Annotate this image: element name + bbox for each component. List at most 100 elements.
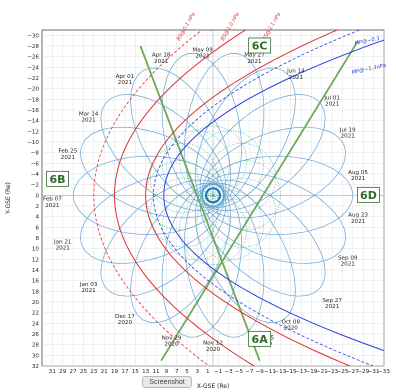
region-box <box>248 330 272 347</box>
y-tick-label: 6 <box>35 225 39 231</box>
date-annotation-line: 2021 <box>289 75 304 81</box>
y-tick-label: −8 <box>31 151 40 157</box>
region-label: 6D <box>360 189 377 202</box>
x-tick-label: −31 <box>368 369 380 375</box>
inner-orbit-path <box>149 177 218 248</box>
date-annotation-line: 2021 <box>154 59 169 65</box>
y-tick-label: 0 <box>35 193 39 199</box>
x-tick-label: −25 <box>337 369 349 375</box>
bow-shock-curve <box>93 30 210 366</box>
y-axis-label: Y-GSE (Re) <box>5 182 12 215</box>
date-annotation: May 27 2021 <box>244 53 265 65</box>
date-annotation-line: 2021 <box>325 102 340 108</box>
x-tick-label: 27 <box>70 369 78 375</box>
inner-orbit-path <box>179 195 247 265</box>
earth-marker <box>204 187 222 204</box>
y-tick-label: −14 <box>27 119 39 125</box>
orbit-path <box>199 179 326 297</box>
date-annotation: Jan 03 2021 <box>79 282 98 294</box>
date-annotation-line: 2020 <box>284 326 299 332</box>
region-box <box>357 186 380 203</box>
inner-orbit-path <box>149 143 218 213</box>
date-annotation-line: 2020 <box>206 347 221 353</box>
date-annotation: Jan 21 2021 <box>53 239 72 251</box>
x-tick-label: −7 <box>245 369 254 375</box>
x-tick-label: −1 <box>214 369 223 375</box>
date-annotation-line: Jan 21 <box>53 239 72 245</box>
x-tick-label: −11 <box>264 369 276 375</box>
region-label: 6B <box>50 173 66 186</box>
date-annotation-line: 2021 <box>118 80 133 86</box>
y-tick-label: 22 <box>32 311 39 317</box>
x-tick-label: −19 <box>306 369 318 375</box>
y-tick-label: −6 <box>31 161 40 167</box>
screenshot-button[interactable]: Screenshot <box>142 376 192 388</box>
date-annotation-line: Apr 01 <box>116 74 135 80</box>
x-tick-label: 23 <box>90 369 98 375</box>
date-annotation: Jul 19 2021 <box>339 127 356 139</box>
date-annotation-line: 2021 <box>82 118 97 124</box>
date-annotation: Sep 09 2021 <box>338 255 358 267</box>
y-tick-label: 8 <box>35 236 39 242</box>
date-annotation: Aug 05 2021 <box>348 170 368 182</box>
date-annotation-line: 2021 <box>341 262 356 268</box>
orbit-path <box>195 182 296 323</box>
y-tick-label: 10 <box>32 247 40 253</box>
x-tick-label: 1 <box>206 369 210 375</box>
x-tick-label: 31 <box>49 369 57 375</box>
x-tick-label: 13 <box>142 369 150 375</box>
date-annotation-line: 2020 <box>164 342 179 348</box>
date-annotation-line: Jul 19 <box>339 127 356 133</box>
date-annotation-line: 2021 <box>341 134 356 140</box>
x-tick-label: 9 <box>165 369 169 375</box>
y-tick-label: 26 <box>32 332 40 338</box>
x-tick-label: −5 <box>235 369 244 375</box>
date-annotation: Aug 23 2021 <box>348 213 368 225</box>
magnetopause-label: MP@~0.3 <box>354 36 380 47</box>
y-tick-label: −2 <box>31 183 39 189</box>
bow-shock-curve <box>113 30 256 366</box>
date-annotation: Feb 25 2021 <box>59 149 78 161</box>
y-tick-label: 30 <box>32 353 40 359</box>
x-tick-label: −3 <box>224 369 233 375</box>
date-annotation-line: 2021 <box>56 246 71 252</box>
y-tick-label: 12 <box>32 257 39 263</box>
date-annotation-line: Jul 01 <box>323 95 340 101</box>
y-tick-label: 2 <box>35 204 39 210</box>
date-annotation-line: 2021 <box>351 176 366 182</box>
inner-orbit-path <box>212 160 281 231</box>
y-tick-label: −4 <box>31 172 40 178</box>
date-annotation-line: Sep 09 <box>338 255 358 261</box>
date-annotation-line: Aug 23 <box>348 213 368 219</box>
date-annotation: Jun 14 2021 <box>286 69 305 81</box>
y-tick-label: 32 <box>32 364 39 370</box>
date-annotation: Apr 01 2021 <box>116 74 135 86</box>
y-tick-label: −12 <box>27 129 39 135</box>
x-tick-label: 3 <box>196 369 200 375</box>
date-annotation-line: Feb 07 <box>43 197 62 203</box>
x-tick-label: −17 <box>295 369 307 375</box>
y-tick-label: −28 <box>27 44 39 50</box>
date-annotation-line: May 09 <box>192 47 213 53</box>
date-annotation-line: Mar 14 <box>79 111 99 117</box>
date-annotation: Apr 18 2021 <box>152 53 171 65</box>
magnetopause-curve <box>163 39 384 352</box>
clipped-data <box>72 30 384 366</box>
date-annotation: Oct 08 2020 <box>281 319 300 331</box>
x-tick-label: 5 <box>185 369 189 375</box>
y-tick-label: −16 <box>27 108 39 114</box>
bow-shock-curve <box>145 30 352 366</box>
date-annotation-line: 2021 <box>196 54 211 60</box>
date-annotation-line: Nov 29 <box>162 335 182 341</box>
y-tick-label: −20 <box>27 87 39 93</box>
date-annotation-line: Aug 05 <box>348 170 368 176</box>
y-tick-label: 24 <box>32 321 40 327</box>
date-annotation-line: Oct 08 <box>281 319 300 325</box>
date-annotation-line: Dec 17 <box>115 314 135 320</box>
x-tick-label: 11 <box>152 369 160 375</box>
y-tick-label: 18 <box>32 289 40 295</box>
y-tick-label: 16 <box>32 279 40 285</box>
date-annotation: Jul 01 2021 <box>323 95 340 107</box>
date-annotation: Nov 12 2020 <box>203 341 223 353</box>
